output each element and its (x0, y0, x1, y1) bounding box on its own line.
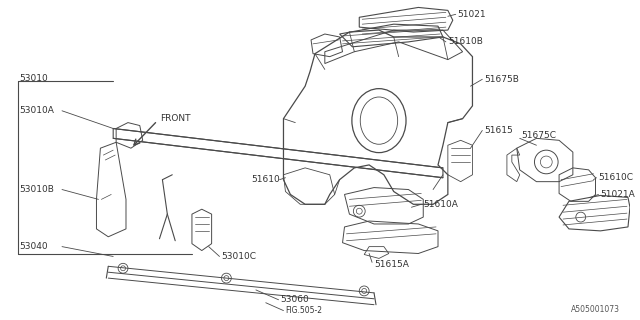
Text: 53060: 53060 (280, 295, 309, 304)
Text: 51615: 51615 (484, 126, 513, 135)
Text: 51021: 51021 (458, 10, 486, 19)
Text: 53010: 53010 (20, 74, 49, 83)
Text: 53040: 53040 (20, 242, 48, 251)
Text: 53010C: 53010C (221, 252, 257, 261)
Text: 51021A: 51021A (600, 190, 635, 199)
Text: A505001073: A505001073 (571, 305, 620, 314)
Text: 51610C: 51610C (598, 173, 634, 182)
Text: FIG.505-2: FIG.505-2 (285, 306, 323, 315)
Text: 53010A: 53010A (20, 106, 54, 115)
Text: FRONT: FRONT (161, 114, 191, 123)
Text: 51615A: 51615A (374, 260, 409, 269)
Text: 51610: 51610 (251, 175, 280, 184)
Text: 51675C: 51675C (522, 131, 557, 140)
Text: 51675B: 51675B (484, 75, 519, 84)
Text: 51610A: 51610A (423, 200, 458, 209)
Text: 51610B: 51610B (448, 37, 483, 46)
Text: 53010B: 53010B (20, 185, 54, 194)
